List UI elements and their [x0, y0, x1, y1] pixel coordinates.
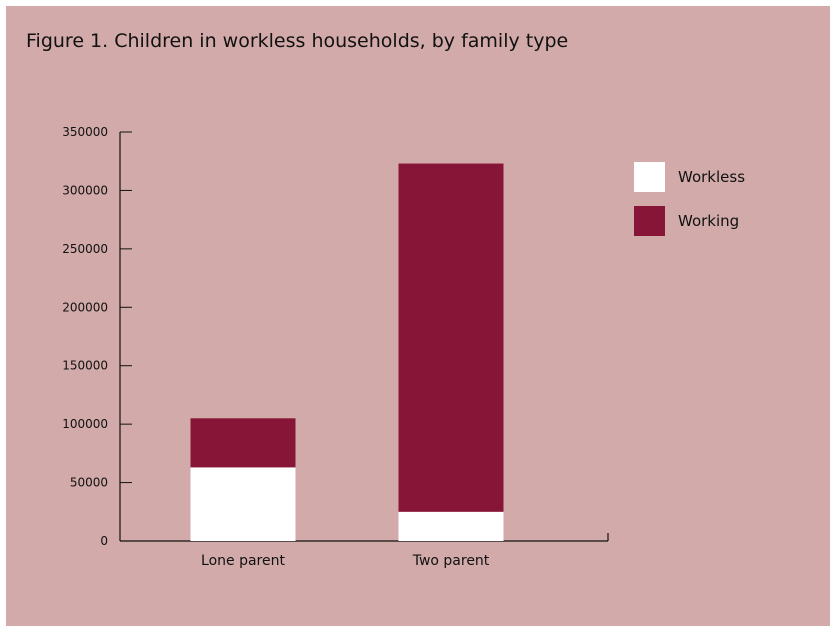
y-tick-label: 100000 [62, 417, 108, 431]
bar-workless-two-parent [398, 511, 504, 541]
y-tick-label: 300000 [62, 183, 108, 197]
bar-working-lone-parent [190, 418, 296, 468]
bar-workless-lone-parent [190, 467, 296, 541]
y-tick-label: 250000 [62, 242, 108, 256]
y-tick-label: 150000 [62, 359, 108, 373]
y-tick-label: 50000 [70, 476, 108, 490]
legend-swatch-working [634, 206, 665, 236]
y-tick-label: 350000 [62, 125, 108, 139]
x-category-label: Lone parent [201, 553, 285, 569]
y-tick-label: 0 [100, 534, 108, 548]
chart-title: Figure 1. Children in workless household… [26, 30, 569, 52]
x-category-label: Two parent [412, 553, 490, 569]
legend-label-workless: Workless [678, 168, 745, 186]
bar-working-two-parent [398, 163, 504, 512]
legend-swatch-workless [634, 162, 665, 192]
y-tick-label: 200000 [62, 300, 108, 314]
legend-label-working: Working [678, 212, 739, 230]
